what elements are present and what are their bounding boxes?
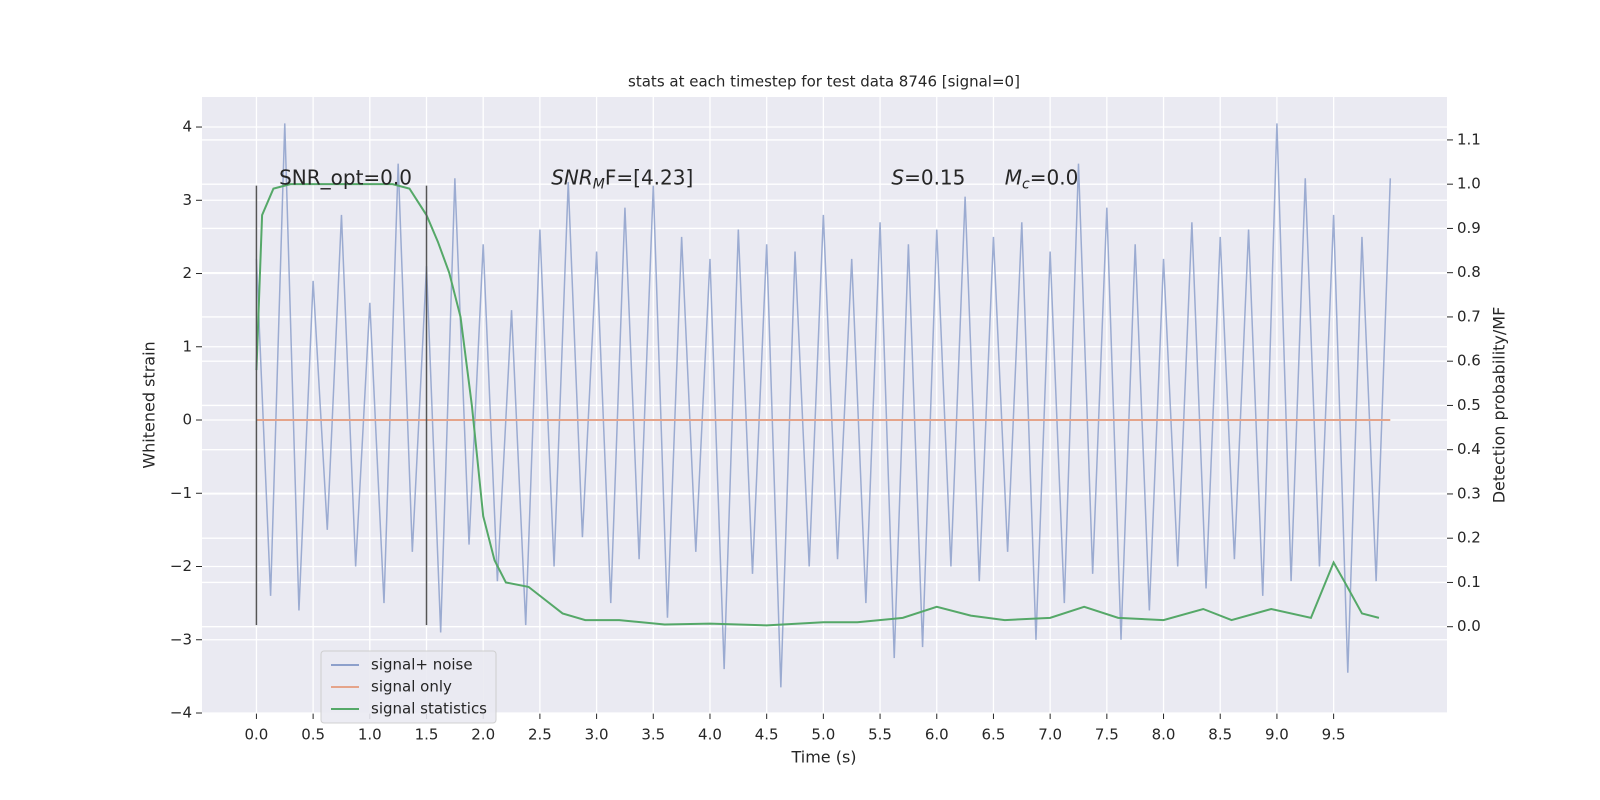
x-tick-label: 5.5 (868, 726, 892, 744)
x-tick-label: 9.0 (1265, 726, 1289, 744)
y-tick-label: 4 (182, 118, 192, 136)
chart-title: stats at each timestep for test data 874… (628, 73, 1020, 91)
x-tick-label: 2.0 (471, 726, 495, 744)
y-tick-label: −4 (170, 704, 192, 722)
annotation-text: M (1005, 165, 1022, 189)
y-tick-label: 3 (182, 191, 192, 209)
x-tick-label: 0.0 (244, 726, 268, 744)
annotation-rest: =0.15 (904, 165, 965, 189)
y2-tick-label: 0.4 (1457, 440, 1481, 458)
x-tick-label: 4.5 (755, 726, 779, 744)
x-tick-label: 5.0 (811, 726, 835, 744)
x-tick-label: 1.0 (358, 726, 382, 744)
series-line (255, 123, 1392, 688)
series-line (255, 183, 1380, 627)
y-tick-label: −1 (170, 484, 192, 502)
legend-label: signal only (371, 678, 452, 696)
y2-tick-label: 1.0 (1457, 175, 1481, 193)
annotation-rest: =0.0 (1030, 165, 1079, 189)
y2-tick-label: 0.5 (1457, 396, 1481, 414)
x-tick-label: 9.5 (1322, 726, 1346, 744)
annotation-sub: M (593, 176, 605, 192)
x-tick-label: 0.5 (301, 726, 325, 744)
y-tick-label: 1 (182, 337, 192, 355)
annotation-text: SNR_opt=0.0 (279, 165, 412, 189)
y-tick-label: 0 (182, 411, 192, 429)
y2-tick-label: 0.8 (1457, 263, 1481, 281)
x-tick-label: 7.0 (1038, 726, 1062, 744)
x-tick-label: 8.0 (1152, 726, 1176, 744)
x-tick-label: 6.5 (982, 726, 1006, 744)
x-tick-label: 8.5 (1208, 726, 1232, 744)
annotation-rest: F=[4.23] (605, 165, 693, 189)
legend-box (320, 650, 497, 724)
y2-tick-label: 0.0 (1457, 617, 1481, 635)
y-tick-label: 2 (182, 264, 192, 282)
y2-tick-label: 1.1 (1457, 130, 1481, 148)
legend-label: signal statistics (371, 700, 487, 718)
x-tick-label: 1.5 (415, 726, 439, 744)
x-tick-label: 4.0 (698, 726, 722, 744)
x-axis-label: Time (s) (790, 748, 856, 767)
y2-axis-label: Detection probability/MF (1490, 307, 1509, 504)
y2-tick-label: 0.6 (1457, 352, 1481, 370)
annotation: SNR_opt=0.0 (279, 165, 412, 189)
x-tick-label: 3.5 (641, 726, 665, 744)
y2-tick-label: 0.2 (1457, 529, 1481, 547)
y-tick-label: −3 (170, 630, 192, 648)
y2-tick-label: 0.3 (1457, 484, 1481, 502)
y2-tick-label: 0.1 (1457, 573, 1481, 591)
annotation-sub: c (1022, 176, 1030, 192)
legend-label: signal+ noise (371, 656, 473, 674)
y2-tick-label: 0.7 (1457, 307, 1481, 325)
annotation-text: SNR (551, 165, 593, 189)
x-tick-label: 3.0 (585, 726, 609, 744)
annotation: Mc=0.0 (1005, 165, 1079, 193)
x-tick-label: 2.5 (528, 726, 552, 744)
x-tick-label: 7.5 (1095, 726, 1119, 744)
annotation: S=0.15 (891, 165, 965, 189)
y-axis-label: Whitened strain (140, 341, 159, 468)
annotation: SNRMF=[4.23] (551, 165, 693, 193)
y-tick-label: −2 (170, 557, 192, 575)
y2-tick-label: 0.9 (1457, 219, 1481, 237)
annotation-text: S (891, 165, 904, 189)
x-tick-label: 6.0 (925, 726, 949, 744)
